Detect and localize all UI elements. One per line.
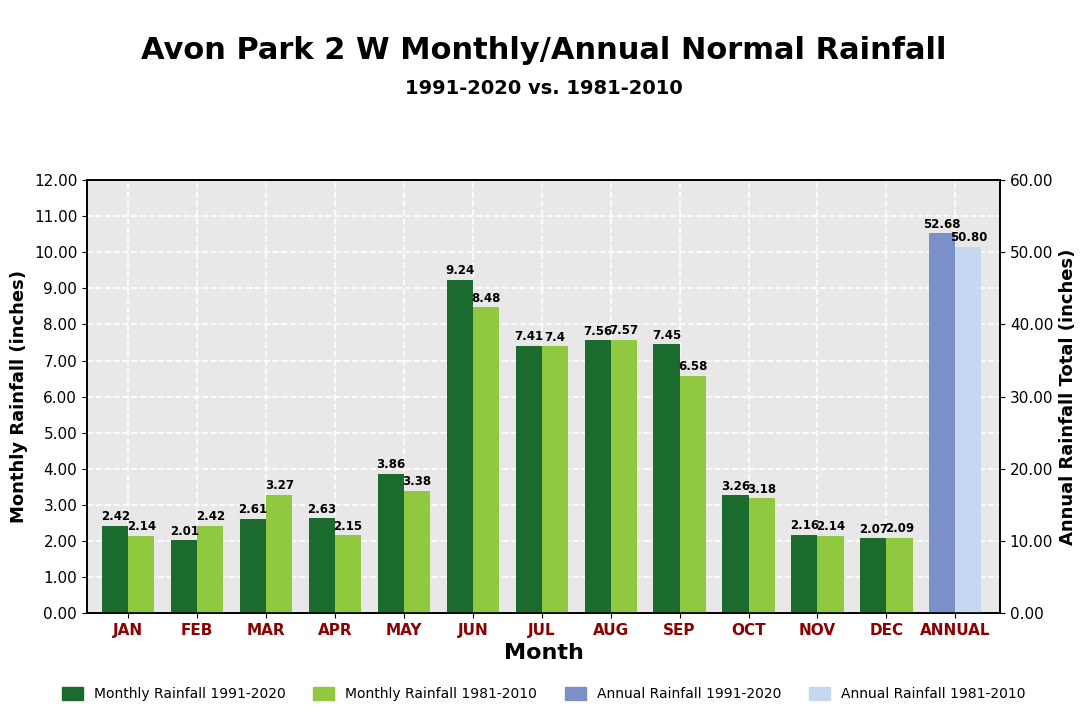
Bar bbox=[128, 536, 154, 613]
Bar bbox=[791, 535, 817, 613]
Text: 3.18: 3.18 bbox=[747, 482, 776, 496]
Y-axis label: Annual Rainfall Total (inches): Annual Rainfall Total (inches) bbox=[1059, 248, 1077, 545]
Bar bbox=[817, 536, 844, 613]
Text: 7.4: 7.4 bbox=[545, 330, 565, 343]
Text: 6.58: 6.58 bbox=[678, 360, 708, 373]
Text: 2.16: 2.16 bbox=[790, 519, 819, 532]
Bar bbox=[335, 535, 361, 613]
Bar bbox=[404, 491, 430, 613]
Bar bbox=[585, 340, 611, 613]
Bar bbox=[266, 495, 292, 613]
Text: 1991-2020 vs. 1981-2010: 1991-2020 vs. 1981-2010 bbox=[404, 79, 683, 98]
Text: 2.07: 2.07 bbox=[859, 523, 888, 536]
Text: 2.01: 2.01 bbox=[170, 525, 199, 538]
Text: 3.26: 3.26 bbox=[721, 479, 750, 493]
Bar bbox=[955, 247, 982, 613]
Bar bbox=[102, 526, 128, 613]
Text: 7.41: 7.41 bbox=[514, 330, 544, 343]
Text: 2.15: 2.15 bbox=[334, 520, 363, 533]
Text: 52.68: 52.68 bbox=[923, 218, 961, 231]
Bar bbox=[679, 376, 705, 613]
Text: 9.24: 9.24 bbox=[446, 264, 474, 277]
Text: Avon Park 2 W Monthly/Annual Normal Rainfall: Avon Park 2 W Monthly/Annual Normal Rain… bbox=[140, 36, 947, 65]
Bar bbox=[447, 280, 473, 613]
Bar bbox=[723, 495, 749, 613]
Text: 7.57: 7.57 bbox=[609, 324, 638, 337]
Text: 3.86: 3.86 bbox=[376, 458, 405, 472]
X-axis label: Month: Month bbox=[503, 643, 584, 663]
Bar bbox=[197, 526, 224, 613]
Text: 2.14: 2.14 bbox=[816, 520, 845, 534]
Bar bbox=[611, 340, 637, 613]
Text: 3.27: 3.27 bbox=[265, 479, 293, 492]
Text: 7.56: 7.56 bbox=[583, 324, 612, 337]
Text: 7.45: 7.45 bbox=[652, 329, 682, 342]
Text: 2.42: 2.42 bbox=[101, 510, 129, 523]
Bar bbox=[860, 538, 886, 613]
Bar bbox=[541, 346, 569, 613]
Legend: Monthly Rainfall 1991-2020, Monthly Rainfall 1981-2010, Annual Rainfall 1991-202: Monthly Rainfall 1991-2020, Monthly Rain… bbox=[57, 682, 1030, 707]
Bar bbox=[473, 307, 499, 613]
Text: 2.09: 2.09 bbox=[885, 522, 914, 535]
Text: 2.61: 2.61 bbox=[238, 503, 267, 516]
Bar bbox=[309, 518, 335, 613]
Bar bbox=[886, 538, 912, 613]
Bar bbox=[171, 541, 197, 613]
Text: 50.80: 50.80 bbox=[950, 231, 987, 244]
Text: 2.14: 2.14 bbox=[127, 520, 155, 534]
Bar bbox=[653, 344, 679, 613]
Text: 2.42: 2.42 bbox=[196, 510, 225, 523]
Text: 3.38: 3.38 bbox=[402, 475, 432, 489]
Y-axis label: Monthly Rainfall (inches): Monthly Rainfall (inches) bbox=[10, 270, 28, 523]
Text: 8.48: 8.48 bbox=[472, 291, 501, 304]
Bar bbox=[929, 233, 955, 613]
Bar bbox=[378, 474, 404, 613]
Text: 2.63: 2.63 bbox=[308, 503, 337, 516]
Bar bbox=[515, 345, 541, 613]
Bar bbox=[240, 519, 266, 613]
Bar bbox=[749, 498, 775, 613]
